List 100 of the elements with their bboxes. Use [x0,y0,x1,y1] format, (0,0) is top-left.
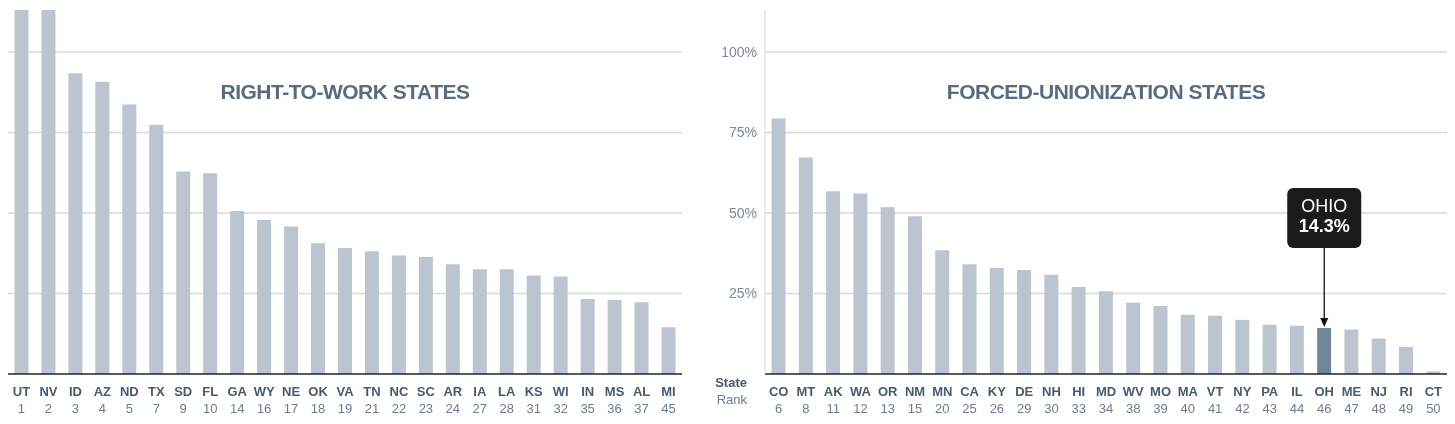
x-tick-label: VT 41 [1206,384,1224,416]
bar [1262,324,1277,374]
bar [962,264,977,374]
bar [607,299,622,374]
bar [499,269,514,374]
bar [580,298,595,374]
bar [445,264,460,374]
x-tick-label: MN 20 [932,384,953,416]
bar [989,268,1004,374]
x-tick-label: FL 10 [202,384,219,416]
x-tick-label: MS 36 [604,384,625,416]
bar [230,211,245,374]
x-tick-label: ID 3 [68,384,82,416]
x-tick-label: SC 23 [416,384,436,416]
bar [1017,269,1032,374]
bar [1153,306,1168,374]
bar [935,250,950,374]
x-tick-label: IN 35 [580,384,595,416]
bar [634,302,649,374]
x-tick-label: NE 17 [282,384,301,416]
x-tick-label: ND 5 [119,384,139,416]
bar [1071,287,1086,374]
bar [907,216,922,374]
text: FORCED-UNIONIZATION STATES [945,80,1267,104]
x-tick-label: NH 30 [1042,384,1061,416]
x-tick-label: OH 46 [1314,384,1334,416]
text: State [714,375,747,390]
x-tick-label: IA 27 [472,384,488,416]
bar [391,255,406,374]
x-tick-label: MD 34 [1095,384,1117,416]
x-tick-label: OR 13 [878,384,899,416]
x-tick-label: MI 45 [661,384,676,416]
bar [826,191,841,374]
x-tick-label: TX 7 [147,384,165,416]
bar [1044,274,1059,374]
bar [771,118,786,374]
bar [176,171,191,374]
bar [553,276,568,374]
bar [1344,329,1359,374]
x-tick-label: AZ 4 [93,384,112,416]
x-tick-label: OK 18 [308,384,329,416]
bar [880,207,895,374]
x-tick-label: MO 39 [1150,384,1172,416]
bar [526,275,541,374]
x-tick-label: NM 15 [904,384,926,416]
bar [418,257,433,374]
bar [311,243,326,374]
bar [472,269,487,374]
x-tick-label: MA 40 [1177,384,1199,416]
bar [1235,319,1250,374]
x-tick-label: KY 26 [987,384,1007,416]
x-tick-label: UT 1 [12,384,31,416]
y-tick-label: 100% [721,43,757,60]
x-tick-label: NC 22 [389,384,409,416]
x-tick-label: LA 28 [498,384,517,416]
x-tick-label: CA 25 [960,384,980,416]
bar [41,10,56,374]
bar [1098,291,1113,374]
x-tick-label: AR 24 [443,384,463,416]
bar [1208,315,1223,374]
x-tick-label: IL 44 [1289,384,1305,416]
x-tick-label: ME 47 [1341,384,1362,416]
x-tick-label: AK 11 [823,384,844,416]
x-tick-label: NV 2 [39,384,58,416]
bar [798,157,813,374]
bar [1371,338,1386,374]
bar [149,124,164,374]
annotation: OHIO 14.3% [1298,196,1350,236]
bar [364,251,379,374]
x-tick-label: TN 21 [363,384,381,416]
y-tick-label: 25% [728,285,757,302]
bar [68,73,83,374]
bar [1398,346,1413,374]
x-tick-label: NY 42 [1233,384,1252,416]
x-tick-label: WA 12 [850,384,872,416]
x-tick-label: CO 6 [768,384,789,416]
bar [337,248,352,374]
bar [1289,325,1304,374]
bar [95,81,110,374]
x-tick-label: DE 29 [1015,384,1034,416]
bar [284,226,299,374]
x-tick-label: CT 50 [1424,384,1443,416]
x-tick-label: WY 16 [253,384,275,416]
x-tick-label: NJ 48 [1370,384,1388,416]
x-tick-label: SD 9 [174,384,193,416]
text: Rank [715,392,747,407]
bar [203,173,218,374]
bar [661,327,676,374]
bar [1180,314,1195,374]
text: RIGHT-TO-WORK STATES [219,80,471,104]
bar [122,104,137,374]
x-tick-label: MT 8 [796,384,816,416]
y-tick-label: 75% [728,124,757,141]
bar [853,193,868,374]
x-tick-label: RI 49 [1398,384,1414,416]
x-tick-label: WV 38 [1122,384,1145,416]
bar [257,220,272,374]
bar [14,10,29,374]
x-tick-label: HI 33 [1071,384,1086,416]
x-tick-label: WI 32 [552,384,569,416]
